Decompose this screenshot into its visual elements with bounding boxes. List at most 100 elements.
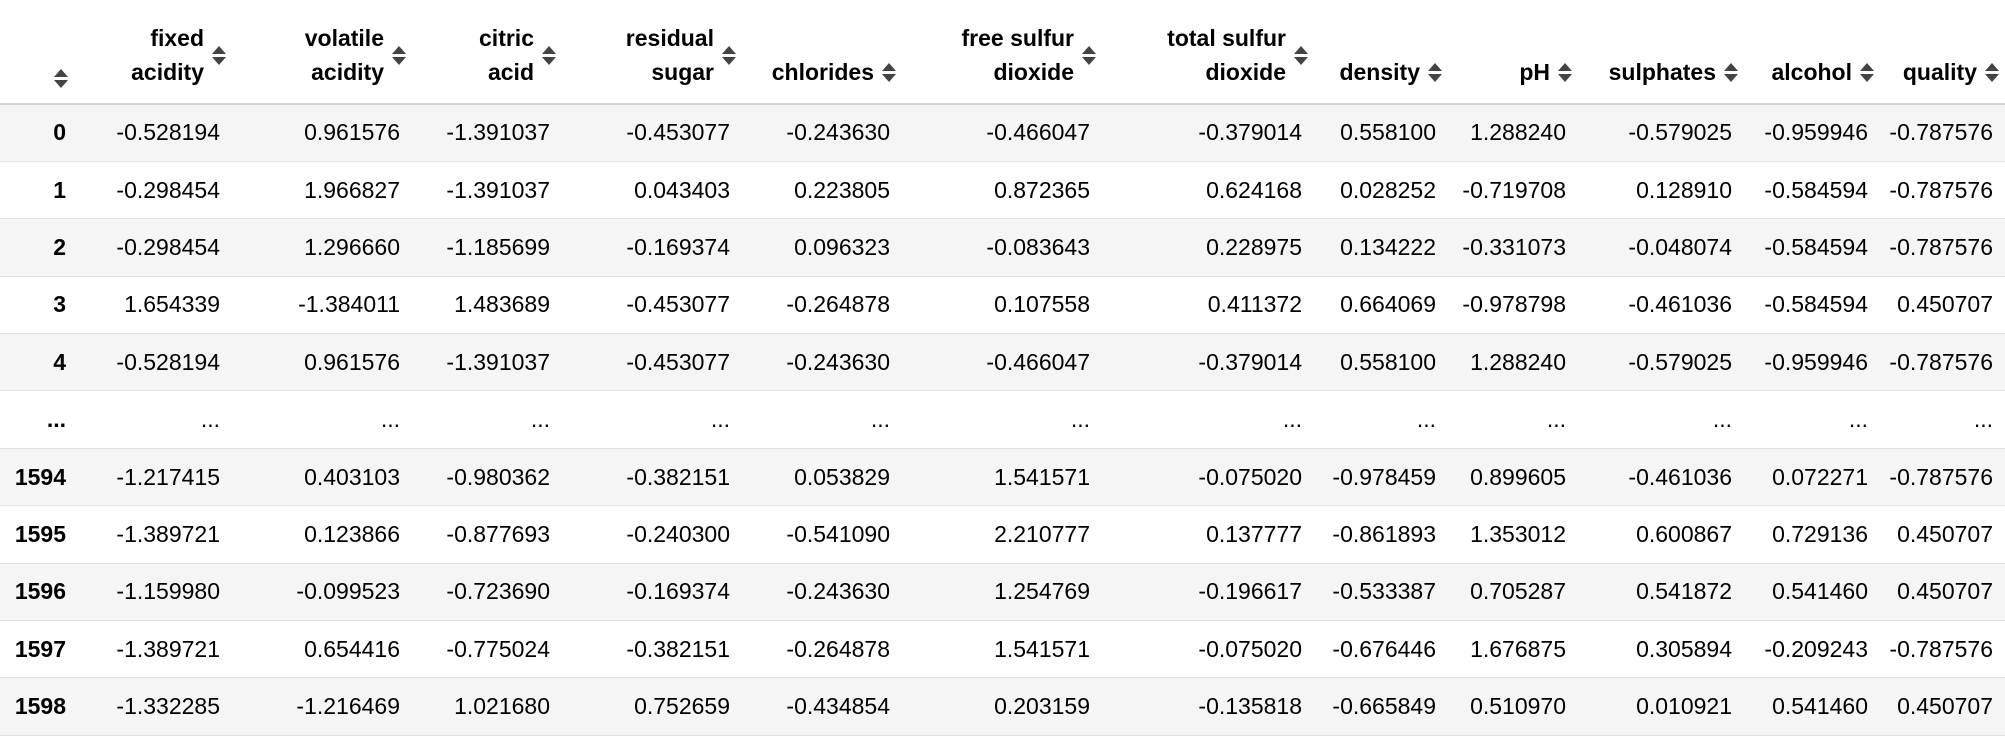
- table-cell: -1.217415: [74, 448, 232, 507]
- column-header-density[interactable]: density: [1314, 0, 1448, 105]
- sort-icon[interactable]: [882, 61, 896, 83]
- table-cell: ...: [74, 390, 232, 449]
- table-cell: -0.099523: [232, 563, 412, 622]
- column-header-label-line: dioxide: [993, 59, 1074, 85]
- table-cell: -1.389721: [74, 505, 232, 564]
- sort-icon[interactable]: [1724, 61, 1738, 83]
- sort-icon[interactable]: [1428, 61, 1442, 83]
- table-cell: 1.021680: [412, 677, 562, 736]
- column-header-label-line: sugar: [651, 59, 714, 85]
- table-cell: -0.676446: [1314, 620, 1448, 679]
- column-header-content: sulphates: [1609, 55, 1738, 89]
- table-cell: -0.787576: [1880, 620, 2005, 679]
- table-cell: ...: [1102, 390, 1314, 449]
- column-header-free-sulfur-dioxide[interactable]: free sulfur dioxide: [902, 0, 1102, 105]
- table-row: 4 -0.528194 0.961576 -1.391037 -0.453077 -0.2…: [0, 333, 2005, 392]
- sort-ascending-arrow: [1428, 62, 1442, 71]
- table-cell: 2.210777: [902, 505, 1102, 564]
- sort-icon[interactable]: [392, 44, 406, 66]
- table-cell: 0.072271: [1744, 448, 1880, 507]
- table-cell: -0.453077: [562, 276, 742, 335]
- table-cell: 0.107558: [902, 276, 1102, 335]
- table-cell: 0.450707: [1880, 677, 2005, 736]
- table-cell: -0.461036: [1578, 276, 1744, 335]
- sort-icon[interactable]: [1860, 61, 1874, 83]
- table-cell: 1.483689: [412, 276, 562, 335]
- table-cell: 1.288240: [1448, 104, 1578, 162]
- sort-icon[interactable]: [542, 44, 556, 66]
- column-header-residual-sugar[interactable]: residual sugar: [562, 0, 742, 105]
- column-header-quality[interactable]: quality: [1880, 0, 2005, 105]
- column-header-chlorides[interactable]: chlorides: [742, 0, 902, 105]
- table-row: 2 -0.298454 1.296660 -1.185699 -0.169374 0.09…: [0, 218, 2005, 277]
- table-row: 1594 -1.217415 0.403103 -0.980362 -0.382151 0…: [0, 448, 2005, 507]
- column-header-label-line: density: [1339, 59, 1420, 85]
- column-header-content: pH: [1519, 55, 1572, 89]
- column-header-label-line: acidity: [311, 59, 384, 85]
- column-header-fixed-acidity[interactable]: fixed acidity: [74, 0, 232, 105]
- table-cell: 0.752659: [562, 677, 742, 736]
- sort-descending-arrow: [1294, 56, 1308, 65]
- row-index: 2: [0, 218, 74, 277]
- table-cell: 0.137777: [1102, 505, 1314, 564]
- sort-icon[interactable]: [722, 44, 736, 66]
- sort-icon[interactable]: [1985, 61, 1999, 83]
- column-header-content: citric acid: [479, 21, 556, 89]
- column-header-sulphates[interactable]: sulphates: [1578, 0, 1744, 105]
- column-header-label: pH: [1519, 55, 1550, 89]
- table-cell: 1.676875: [1448, 620, 1578, 679]
- table-cell: ...: [742, 390, 902, 449]
- sort-icon[interactable]: [54, 67, 68, 89]
- sort-icon[interactable]: [212, 44, 226, 66]
- sort-ascending-arrow: [882, 62, 896, 71]
- column-header-label-line: chlorides: [771, 59, 874, 85]
- table-cell: 0.450707: [1880, 505, 2005, 564]
- table-cell: -1.391037: [412, 161, 562, 220]
- sort-descending-arrow: [1082, 56, 1096, 65]
- table-cell: 0.028252: [1314, 161, 1448, 220]
- table-row: 3 1.654339 -1.384011 1.483689 -0.453077 -0.26…: [0, 276, 2005, 335]
- header-row: fixed acidity volatile acidity citric acid res…: [0, 0, 2005, 105]
- row-index: 1597: [0, 620, 74, 679]
- column-header-citric-acid[interactable]: citric acid: [412, 0, 562, 105]
- table-cell: 1.353012: [1448, 505, 1578, 564]
- table-cell: ...: [1578, 390, 1744, 449]
- column-header-volatile-acidity[interactable]: volatile acidity: [232, 0, 412, 105]
- sort-ascending-arrow: [1294, 45, 1308, 54]
- table-cell: 0.541460: [1744, 563, 1880, 622]
- table-cell: 0.600867: [1578, 505, 1744, 564]
- table-cell: 0.450707: [1880, 276, 2005, 335]
- row-index: 0: [0, 104, 74, 162]
- column-header-label-line: acidity: [131, 59, 204, 85]
- column-header-total-sulfur-dioxide[interactable]: total sulfur dioxide: [1102, 0, 1314, 105]
- table-cell: -0.048074: [1578, 218, 1744, 277]
- column-header-content: alcohol: [1771, 55, 1874, 89]
- table-cell: 1.296660: [232, 218, 412, 277]
- column-header-label-line: pH: [1519, 59, 1550, 85]
- row-index: 1: [0, 161, 74, 220]
- column-header-content: [46, 67, 68, 89]
- table-cell: -0.980362: [412, 448, 562, 507]
- table-cell: 0.654416: [232, 620, 412, 679]
- table-cell: -0.243630: [742, 104, 902, 162]
- table-cell: -1.391037: [412, 333, 562, 392]
- sort-icon[interactable]: [1294, 44, 1308, 66]
- sort-descending-arrow: [212, 56, 226, 65]
- sort-ascending-arrow: [1860, 62, 1874, 71]
- table-cell: -0.528194: [74, 333, 232, 392]
- column-header-label-line: quality: [1902, 59, 1977, 85]
- sort-icon[interactable]: [1082, 44, 1096, 66]
- table-cell: 0.961576: [232, 333, 412, 392]
- column-header-label-line: fixed: [150, 25, 204, 51]
- table-cell: ...: [412, 390, 562, 449]
- table-cell: 0.134222: [1314, 218, 1448, 277]
- table-cell: 0.411372: [1102, 276, 1314, 335]
- row-index: 1594: [0, 448, 74, 507]
- column-header-index[interactable]: [0, 0, 74, 105]
- sort-icon[interactable]: [1558, 61, 1572, 83]
- column-header-pH[interactable]: pH: [1448, 0, 1578, 105]
- table-cell: -0.541090: [742, 505, 902, 564]
- column-header-alcohol[interactable]: alcohol: [1744, 0, 1880, 105]
- table-cell: 0.053829: [742, 448, 902, 507]
- table-cell: -0.461036: [1578, 448, 1744, 507]
